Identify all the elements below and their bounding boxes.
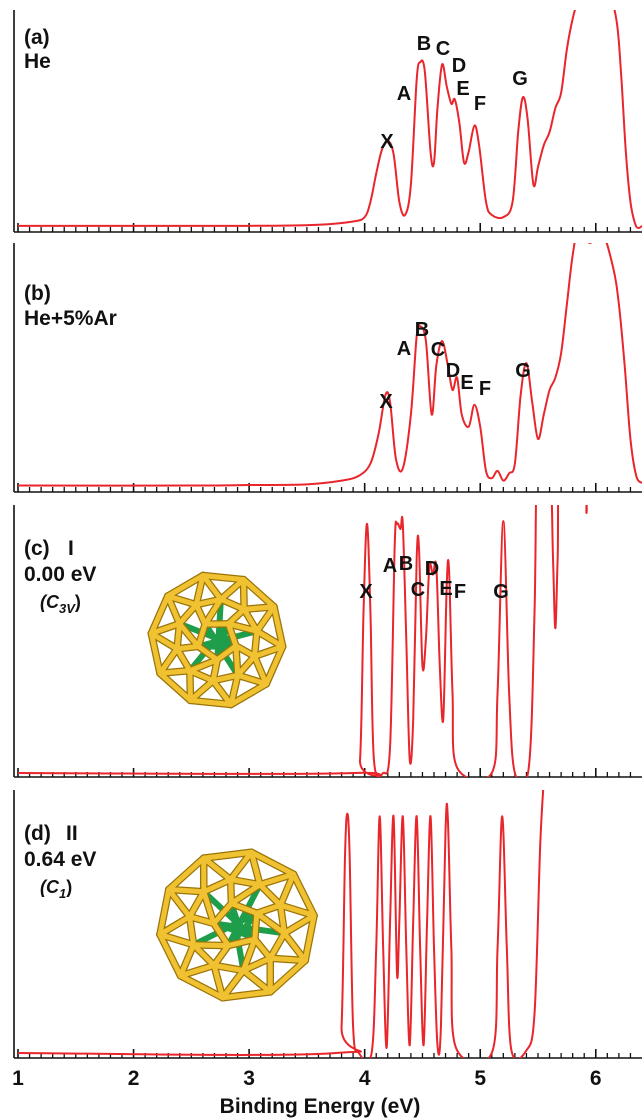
- peak-label: C: [431, 339, 445, 361]
- symmetry-suffix: ): [75, 592, 81, 612]
- symmetry-suffix: ): [66, 877, 72, 897]
- spectrum-line: [18, 414, 642, 785]
- peak-label: E: [439, 578, 452, 600]
- symmetry-subscript: 3V: [59, 601, 76, 616]
- cage-bond: [177, 649, 190, 671]
- x-tick-label: 5: [474, 1067, 486, 1090]
- symmetry-label: (C1): [40, 877, 72, 901]
- spectrum-line: [18, 0, 642, 228]
- panel-label: (c): [24, 537, 50, 560]
- x-tick-label: 6: [590, 1067, 602, 1090]
- peak-label: C: [411, 579, 425, 601]
- cage-bond: [270, 958, 305, 960]
- energy-label: 0.64 eV: [24, 848, 96, 871]
- symmetry-prefix: (C: [40, 592, 60, 612]
- peak-label: F: [474, 93, 486, 115]
- cage-bond: [204, 858, 231, 879]
- cage-bond: [236, 646, 238, 675]
- peak-label: F: [454, 581, 466, 603]
- cage-bond: [194, 945, 229, 946]
- x-tick-label: 3: [243, 1067, 255, 1090]
- sample-label: He: [24, 50, 51, 73]
- cage-bond: [204, 880, 231, 892]
- cage-bond: [260, 885, 281, 906]
- cage-bond: [255, 631, 257, 656]
- peak-label: C: [436, 38, 450, 60]
- peak-label: A: [383, 555, 397, 577]
- cage-bond: [270, 960, 305, 991]
- cage-bond: [231, 880, 232, 904]
- sample-label: He+5%Ar: [24, 307, 117, 330]
- cage-bond: [160, 673, 190, 700]
- peak-label: D: [446, 360, 460, 382]
- figure: (a) He (b) He+5%Ar (c) I 0.00 eV (C3V) (…: [0, 0, 642, 1120]
- cage-bond: [270, 933, 284, 958]
- cage-bond: [190, 671, 191, 701]
- peak-label: D: [452, 55, 466, 77]
- x-tick-label: 2: [128, 1067, 140, 1090]
- panel: XABCDEF G: [14, 414, 642, 785]
- peak-label: E: [460, 372, 473, 394]
- panel-label: (b): [24, 282, 51, 305]
- cage-bond: [179, 605, 196, 624]
- peak-label: G: [512, 68, 528, 90]
- isomer-label: I: [68, 537, 74, 560]
- peak-label: G: [515, 360, 531, 382]
- cage-bond: [255, 913, 257, 939]
- cluster-structures: [151, 576, 314, 998]
- peak-label: B: [417, 33, 431, 55]
- x-tick-label: 1: [12, 1067, 24, 1090]
- cage-bond: [243, 970, 270, 991]
- peak-label: A: [397, 83, 411, 105]
- peak-label: E: [456, 78, 469, 100]
- panel-label: (d): [24, 822, 51, 845]
- peak-label: D: [425, 558, 439, 580]
- peak-label: B: [415, 319, 429, 341]
- cage-bond: [169, 858, 204, 889]
- symmetry-label: (C3V): [40, 592, 81, 616]
- peak-label: A: [397, 338, 411, 360]
- cage-bond: [255, 939, 270, 958]
- cage-bond: [244, 580, 274, 607]
- peak-label: X: [359, 581, 373, 603]
- symmetry-subscript: 1: [59, 886, 66, 901]
- symmetry-prefix: (C: [40, 877, 60, 897]
- peak-label: B: [399, 553, 413, 575]
- peak-label: X: [380, 131, 394, 153]
- cage-bond: [177, 646, 198, 648]
- energy-label: 0.00 eV: [24, 563, 96, 586]
- panel: 1 2 3 4 5 6 Binding Energy (eV): [12, 764, 642, 1118]
- peak-label: X: [379, 391, 393, 413]
- isomer-label: II: [66, 822, 78, 845]
- x-tick-label: 4: [359, 1067, 371, 1090]
- cage-bond: [177, 624, 179, 649]
- peak-label: G: [493, 581, 509, 603]
- peak-label: F: [479, 378, 491, 400]
- panel-label: (a): [24, 26, 50, 49]
- cage-bond: [190, 892, 204, 917]
- x-axis-label: Binding Energy (eV): [220, 1095, 421, 1118]
- cage-bond: [169, 890, 204, 892]
- spectrum-line: [18, 230, 642, 485]
- cage-bond: [244, 580, 245, 610]
